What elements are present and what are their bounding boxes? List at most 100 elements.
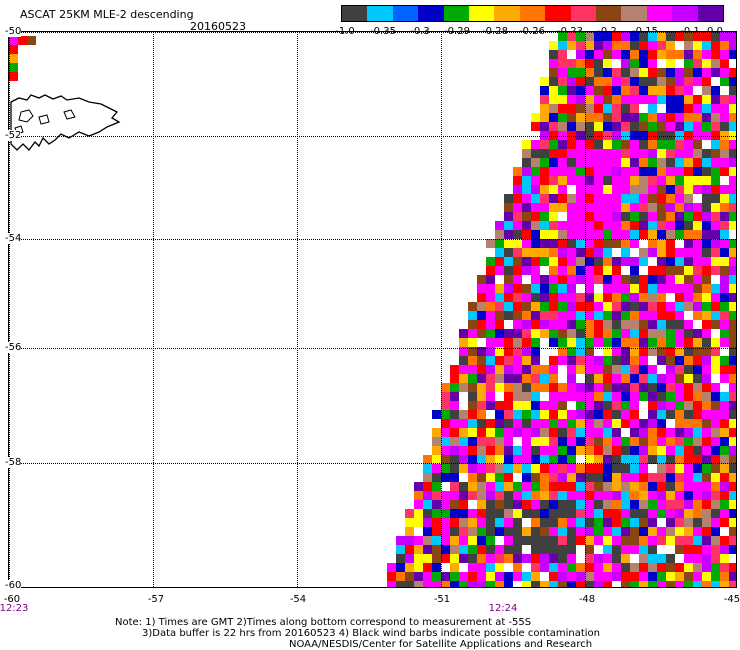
swath-cell: [621, 95, 630, 104]
swath-cell: [612, 248, 621, 257]
swath-cell: [621, 221, 630, 230]
swath-cell: [513, 230, 522, 239]
swath-cell: [558, 176, 567, 185]
swath-cell: [702, 482, 711, 491]
swath-cell: [558, 77, 567, 86]
swath-cell: [540, 527, 549, 536]
swath-cell: [549, 482, 558, 491]
swath-cell: [621, 374, 630, 383]
swath-cell: [612, 563, 621, 572]
swath-cell: [657, 536, 666, 545]
swath-cell: [450, 365, 459, 374]
swath-cell: [432, 581, 441, 587]
swath-cell: [567, 311, 576, 320]
swath-cell: [486, 545, 495, 554]
swath-cell: [441, 563, 450, 572]
swath-cell: [567, 491, 576, 500]
swath-cell: [612, 104, 621, 113]
swath-cell: [576, 581, 585, 587]
swath-cell: [711, 293, 720, 302]
swath-cell: [567, 365, 576, 374]
swath-cell: [459, 347, 468, 356]
swath-cell: [576, 347, 585, 356]
swath-cell: [558, 266, 567, 275]
swath-cell: [729, 59, 736, 68]
swath-cell: [657, 320, 666, 329]
swath-cell: [612, 518, 621, 527]
swath-cell: [576, 185, 585, 194]
swath-cell: [648, 320, 657, 329]
swath-cell: [468, 527, 477, 536]
swath-cell: [684, 392, 693, 401]
swath-cell: [558, 50, 567, 59]
swath-cell: [558, 527, 567, 536]
swath-cell: [405, 545, 414, 554]
latitude-label: -56: [5, 342, 22, 353]
swath-cell: [558, 563, 567, 572]
swath-cell: [630, 329, 639, 338]
swath-cell: [612, 239, 621, 248]
swath-cell: [414, 509, 423, 518]
swath-cell: [720, 437, 729, 446]
swath-cell: [594, 509, 603, 518]
swath-cell: [630, 302, 639, 311]
swath-cell: [639, 581, 648, 587]
swath-cell: [549, 104, 558, 113]
swath-cell: [558, 545, 567, 554]
swath-cell: [513, 203, 522, 212]
swath-cell: [567, 500, 576, 509]
swath-cell: [684, 302, 693, 311]
swath-cell: [729, 338, 736, 347]
swath-cell: [639, 239, 648, 248]
swath-cell: [486, 284, 495, 293]
swath-cell: [684, 257, 693, 266]
swath-cell: [639, 122, 648, 131]
swath-cell: [540, 419, 549, 428]
swath-cell: [594, 401, 603, 410]
swath-cell: [522, 383, 531, 392]
swath-cell: [666, 167, 675, 176]
swath-cell: [558, 257, 567, 266]
swath-cell: [522, 428, 531, 437]
swath-cell: [567, 419, 576, 428]
swath-cell: [630, 437, 639, 446]
swath-cell: [666, 437, 675, 446]
map-date: 20160523: [190, 20, 246, 33]
swath-cell: [612, 95, 621, 104]
swath-cell: [441, 473, 450, 482]
swath-cell: [621, 383, 630, 392]
swath-cell: [684, 275, 693, 284]
swath-cell: [504, 500, 513, 509]
swath-cell: [603, 374, 612, 383]
color-swatch: [392, 6, 419, 21]
swath-cell: [549, 356, 558, 365]
swath-cell: [432, 518, 441, 527]
swath-cell: [702, 383, 711, 392]
swath-cell: [468, 500, 477, 509]
swath-cell: [684, 347, 693, 356]
swath-cell: [576, 374, 585, 383]
swath-cell: [558, 482, 567, 491]
swath-cell: [567, 113, 576, 122]
swath-cell: [666, 293, 675, 302]
swath-cell: [540, 239, 549, 248]
swath-cell: [639, 50, 648, 59]
swath-cell: [657, 194, 666, 203]
swath-cell: [675, 320, 684, 329]
swath-cell: [666, 401, 675, 410]
swath-cell: [648, 194, 657, 203]
swath-cell: [585, 59, 594, 68]
swath-cell: [594, 356, 603, 365]
swath-cell: [549, 419, 558, 428]
swath-cell: [720, 95, 729, 104]
swath-cell: [486, 482, 495, 491]
swath-cell: [504, 482, 513, 491]
swath-cell: [567, 86, 576, 95]
swath-cell: [549, 392, 558, 401]
swath-cell: [711, 401, 720, 410]
swath-cell: [549, 509, 558, 518]
swath-cell: [504, 581, 513, 587]
swath-cell: [594, 194, 603, 203]
swath-cell: [585, 563, 594, 572]
swath-cell: [711, 554, 720, 563]
